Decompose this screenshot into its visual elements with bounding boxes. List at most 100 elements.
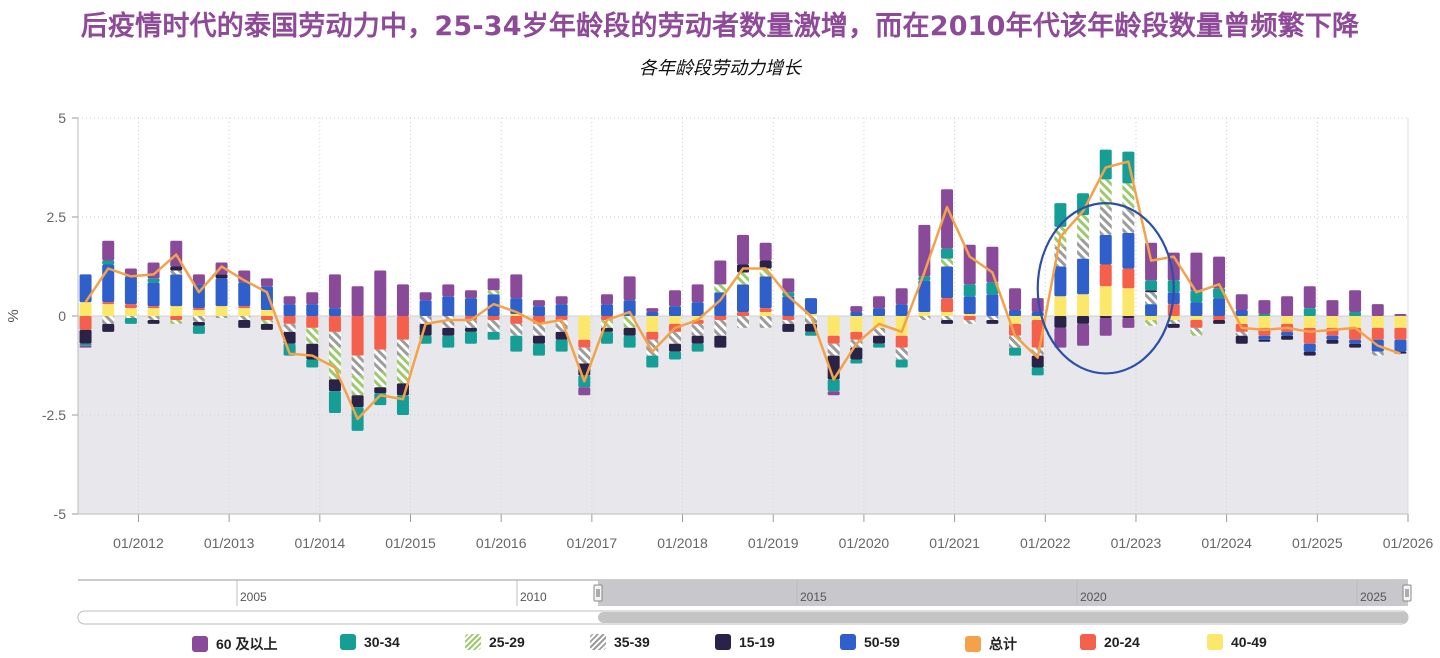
bar-segment-a60: [737, 234, 749, 265]
navigator-handle[interactable]: [593, 584, 603, 602]
navigator-handle[interactable]: [1402, 584, 1412, 602]
bar-segment-a3034: [623, 335, 636, 348]
bar-segment-a1519: [170, 266, 183, 271]
bar-segment-a60: [1235, 294, 1248, 311]
bar-segment-a2024: [827, 335, 840, 344]
bar-segment-a2529: [737, 272, 749, 285]
bar-segment-a4049: [668, 316, 681, 324]
navigator-label: 2020: [1080, 590, 1107, 604]
legend-item-a5059[interactable]: 50-59: [840, 634, 900, 650]
bar-segment-a3034: [1303, 308, 1316, 316]
bar-segment-a3539: [782, 319, 795, 324]
bar-segment-a5059: [941, 266, 954, 299]
legend-item-a2529[interactable]: 25-29: [465, 634, 525, 650]
bar-segment-a4049: [215, 306, 228, 316]
bar-segment-a2024: [170, 316, 183, 320]
bar-segment-a60: [986, 246, 999, 283]
x-tick-label: 01/2012: [113, 535, 164, 551]
bar-segment-a3034: [147, 278, 160, 283]
bar-segment-a2024: [737, 312, 749, 316]
bar-segment-a3539: [895, 347, 908, 360]
bar-segment-a3539: [396, 339, 409, 356]
legend-label: 30-34: [364, 634, 400, 650]
bar-segment-a5059: [238, 282, 251, 307]
legend-swatch: [192, 636, 208, 652]
bar-segment-a60: [1077, 323, 1090, 346]
bar-segment-a3539: [464, 319, 477, 328]
bar-segment-a2529: [306, 327, 319, 344]
bar-segment-a3034: [1145, 280, 1158, 291]
legend-item-a3034[interactable]: 30-34: [340, 634, 400, 650]
bar-segment-a2024: [759, 308, 772, 313]
bar-segment-a3539: [351, 355, 364, 376]
bar-segment-a2024: [1371, 327, 1384, 340]
legend-item-a1519[interactable]: 15-19: [715, 634, 775, 650]
legend-item-total[interactable]: 总计: [965, 634, 1017, 654]
y-tick-label: 2.5: [47, 209, 67, 225]
legend-label: 40-49: [1231, 634, 1267, 650]
bar-segment-a3034: [532, 343, 545, 356]
bar-segment-a3034: [1190, 290, 1203, 303]
bar-segment-a2024: [374, 316, 387, 350]
x-tick-label: 01/2023: [1111, 535, 1162, 551]
bar-segment-a2529: [374, 371, 387, 388]
bar-segment-a3539: [986, 316, 999, 320]
bar-segment-a5059: [464, 298, 477, 316]
bar-segment-a2529: [1190, 331, 1203, 336]
bar-segment-a2024: [850, 331, 863, 340]
bar-segment-a5059: [555, 304, 568, 316]
bar-segment-a1519: [532, 335, 545, 344]
bar-segment-a1519: [102, 323, 115, 332]
bar-segment-a1519: [351, 395, 364, 408]
bar-segment-a3034: [1009, 347, 1022, 356]
legend-label: 25-29: [489, 634, 525, 650]
bar-segment-a5059: [306, 304, 319, 316]
bar-segment-a60: [1349, 290, 1362, 313]
bar-segment-a60: [850, 306, 863, 313]
scrollbar-thumb[interactable]: [598, 612, 1408, 623]
bar-segment-a3539: [827, 343, 840, 356]
x-tick-label: 01/2025: [1292, 535, 1343, 551]
bar-segment-a3539: [328, 331, 341, 348]
bar-segment-a1519: [623, 327, 636, 336]
bar-segment-a5059: [805, 298, 818, 315]
bar-segment-a3034: [192, 325, 205, 334]
bar-segment-a60: [782, 278, 795, 293]
navigator-selected-range[interactable]: [598, 580, 1408, 606]
bar-segment-a3539: [941, 316, 954, 320]
bar-segment-a3034: [487, 331, 500, 340]
legend-item-a4049[interactable]: 40-49: [1207, 634, 1267, 650]
bar-segment-a5059: [714, 292, 727, 316]
bar-segment-a60: [1258, 300, 1271, 315]
bar-segment-a2024: [1122, 268, 1135, 289]
bar-segment-a4049: [578, 316, 591, 340]
bar-segment-a3034: [600, 331, 613, 344]
bar-segment-a3539: [578, 347, 591, 364]
bar-segment-a60: [442, 284, 455, 297]
bar-segment-a1519: [79, 329, 92, 344]
bar-segment-a4049: [1009, 316, 1022, 324]
bar-segment-a2024: [555, 316, 568, 320]
bar-segment-a4049: [238, 308, 251, 316]
legend-item-a3539[interactable]: 35-39: [590, 634, 650, 650]
legend-label: 35-39: [614, 634, 650, 650]
bar-segment-a60: [895, 288, 908, 305]
bar-segment-a60: [714, 260, 727, 285]
bar-segment-a60: [487, 278, 500, 291]
bar-segment-a60: [419, 292, 432, 301]
legend-item-a2024[interactable]: 20-24: [1080, 634, 1140, 650]
bar-segment-a60: [192, 274, 205, 285]
bar-segment-a60: [1213, 256, 1226, 289]
bar-segment-a60: [1122, 317, 1135, 328]
x-tick-label: 01/2013: [204, 535, 255, 551]
bar-segment-a5059: [79, 274, 92, 303]
legend-item-a60[interactable]: 60 及以上: [192, 634, 277, 654]
x-tick-label: 01/2018: [657, 535, 708, 551]
bar-segment-a3034: [986, 282, 999, 295]
legend-label: 20-24: [1104, 634, 1140, 650]
range-navigator[interactable]: 2005 2010 2015 2020 2025: [0, 0, 1440, 630]
bar-segment-a2529: [1077, 215, 1090, 239]
bar-segment-a60: [1031, 298, 1044, 313]
bar-segment-a4049: [646, 316, 659, 332]
bar-segment-a60: [691, 284, 704, 303]
